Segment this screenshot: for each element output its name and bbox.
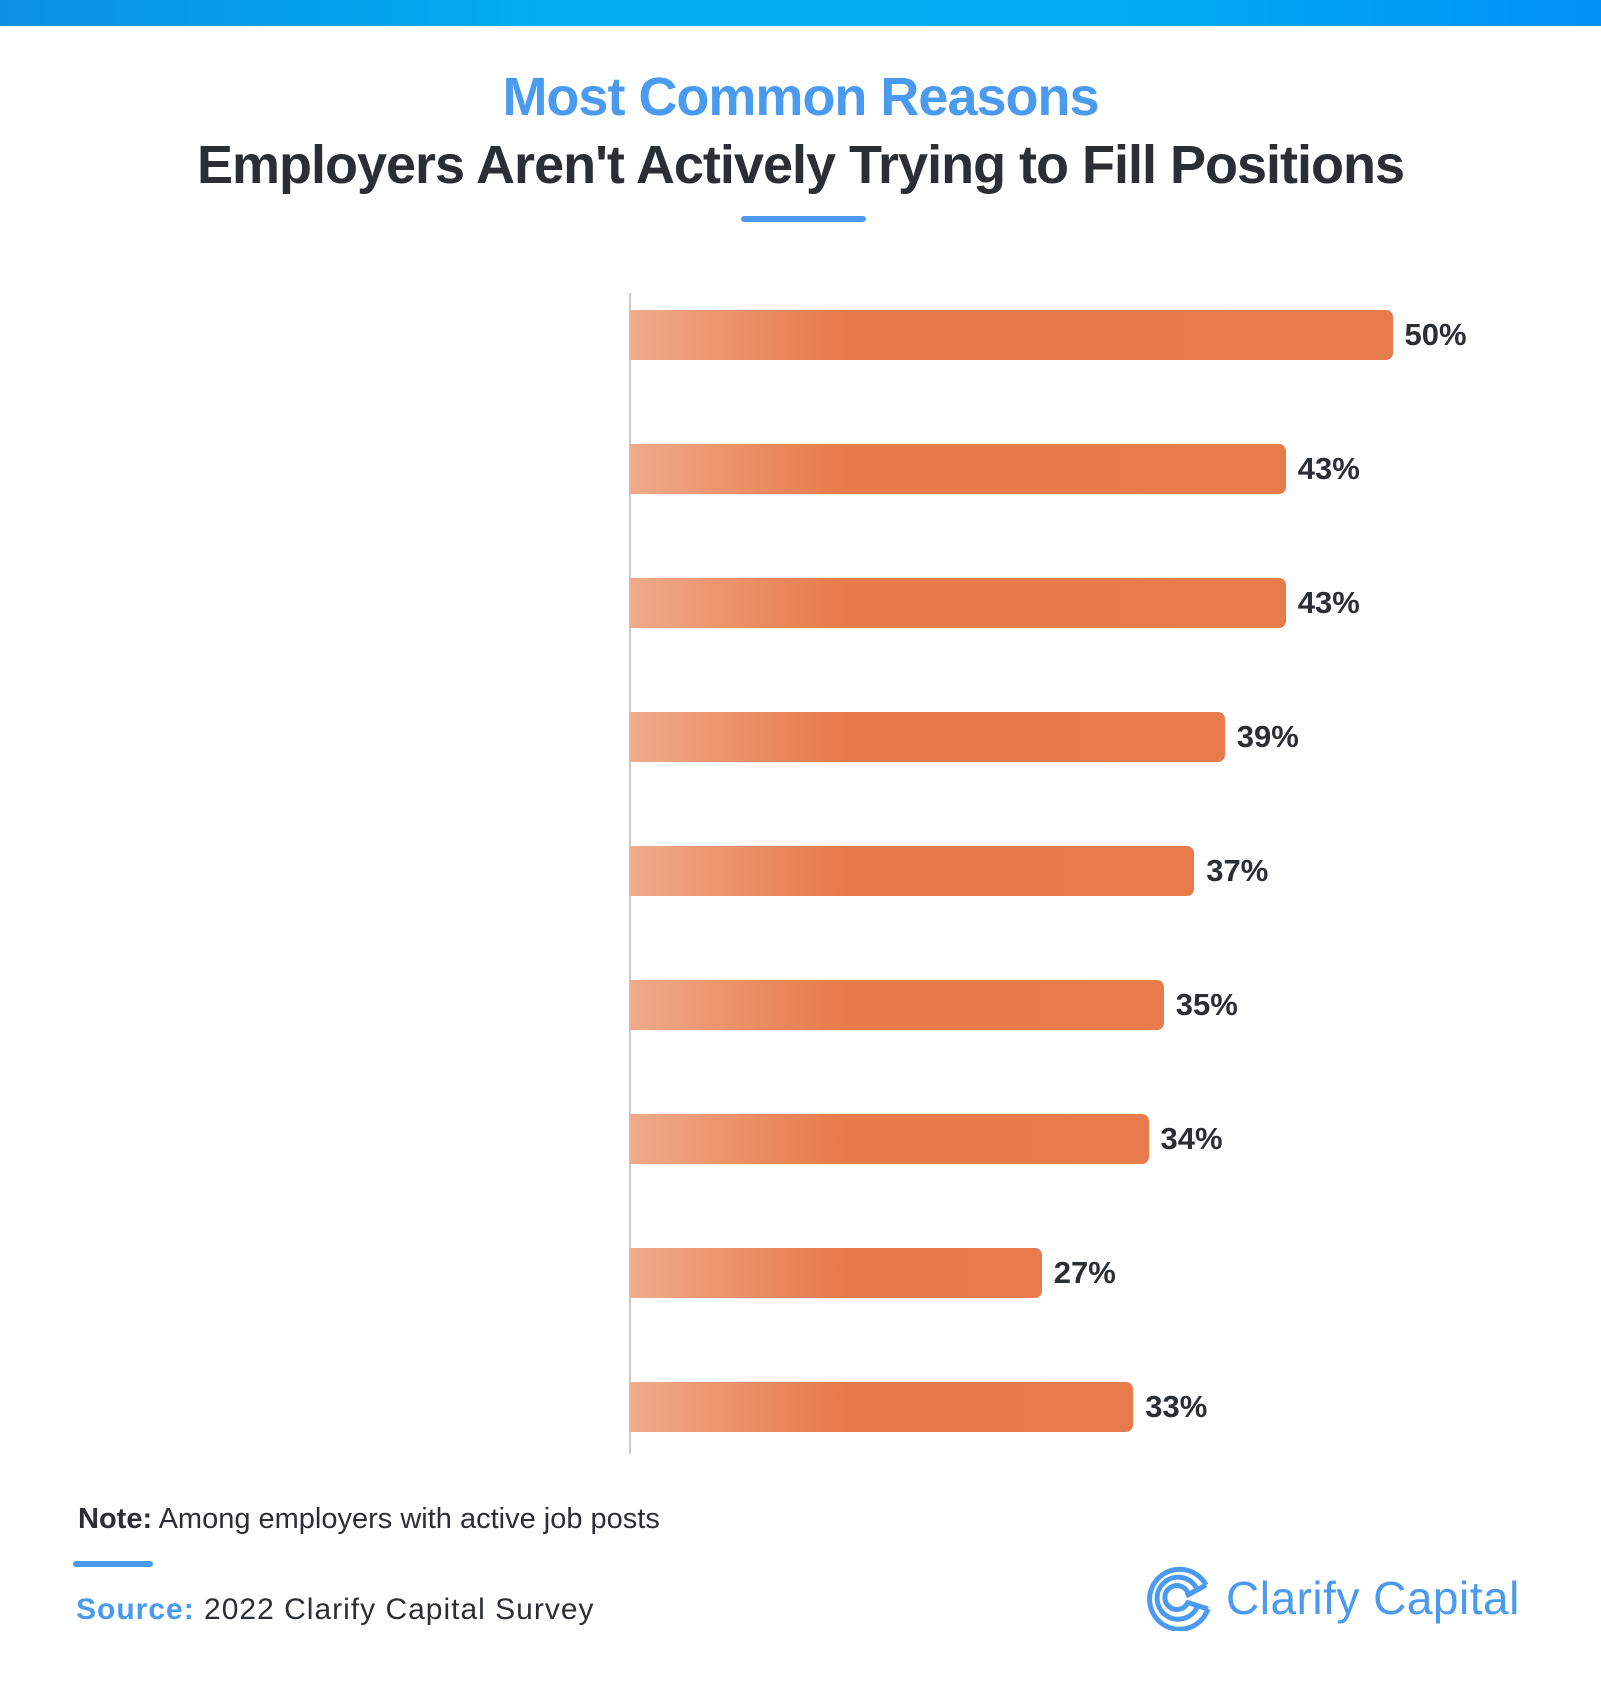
data-label: 43% xyxy=(1297,585,1360,620)
data-label: 37% xyxy=(1206,853,1269,888)
data-label: 33% xyxy=(1145,1389,1208,1424)
bar xyxy=(630,1114,1149,1164)
data-label: 43% xyxy=(1297,451,1360,486)
brand-logo: Clarify Capital xyxy=(1146,1565,1520,1631)
data-label: 39% xyxy=(1236,719,1299,754)
note-text: Among employers with active job posts xyxy=(152,1503,660,1535)
source-label: Source: xyxy=(76,1593,195,1626)
data-label: 34% xyxy=(1160,1121,1223,1156)
bar xyxy=(630,846,1195,896)
source: Source: 2022 Clarify Capital Survey xyxy=(76,1593,595,1627)
logo-text: Clarify Capital xyxy=(1226,1572,1520,1624)
source-divider xyxy=(73,1561,153,1567)
bar xyxy=(630,1382,1134,1432)
data-label: 50% xyxy=(1404,317,1467,352)
bar xyxy=(630,444,1286,494)
bar xyxy=(630,980,1164,1030)
bar xyxy=(630,310,1393,360)
bar xyxy=(630,1248,1042,1298)
note: Note: Among employers with active job po… xyxy=(78,1503,660,1536)
page-title: Employers Aren't Actively Trying to Fill… xyxy=(196,135,1405,195)
clarify-capital-logo-icon xyxy=(1147,1566,1211,1631)
source-text: 2022 Clarify Capital Survey xyxy=(194,1593,595,1626)
data-label: 35% xyxy=(1175,987,1238,1022)
note-label: Note: xyxy=(78,1503,153,1535)
top-banner xyxy=(0,0,1601,26)
title-highlight: Most Common Reasons xyxy=(502,67,1099,127)
data-label: 27% xyxy=(1053,1255,1116,1290)
bar xyxy=(630,712,1225,762)
title-underline xyxy=(741,216,866,222)
bar xyxy=(630,578,1286,628)
